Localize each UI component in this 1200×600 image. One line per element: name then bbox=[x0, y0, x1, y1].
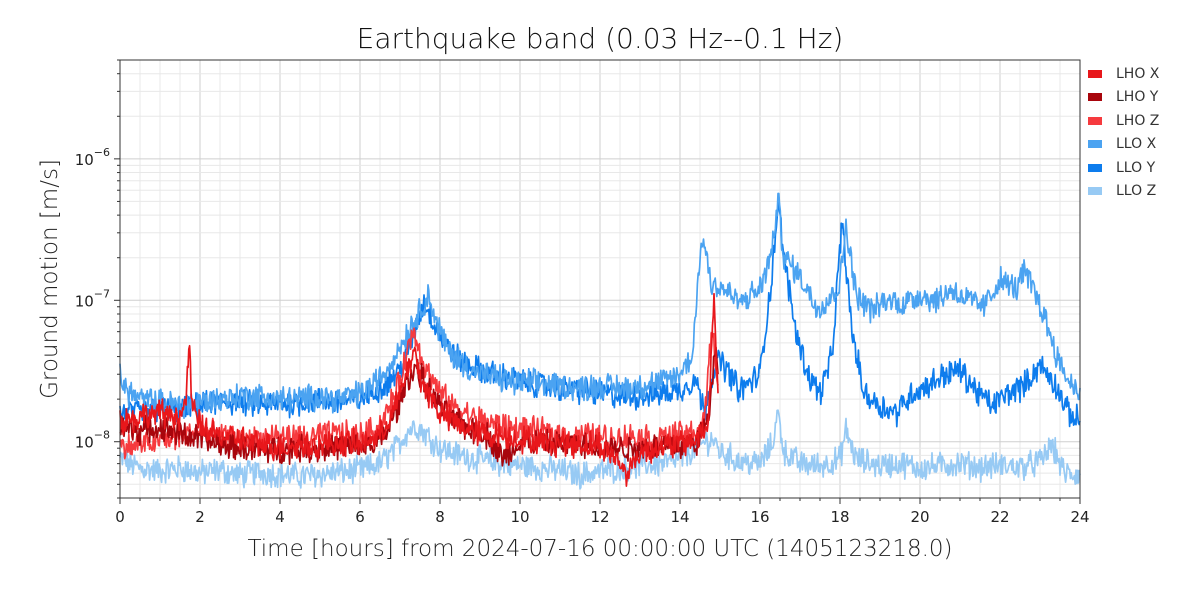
x-tick-label: 2 bbox=[195, 508, 205, 526]
legend-swatch bbox=[1088, 140, 1102, 149]
legend-item: LHO X bbox=[1088, 62, 1159, 86]
x-tick-label: 12 bbox=[590, 508, 609, 526]
x-tick-label: 6 bbox=[355, 508, 365, 526]
x-tick-label: 22 bbox=[990, 508, 1009, 526]
legend-item: LHO Z bbox=[1088, 109, 1159, 133]
series-line-lho-x bbox=[119, 292, 719, 487]
series-lines bbox=[119, 192, 1081, 490]
legend-item: LLO X bbox=[1088, 133, 1159, 157]
legend-swatch bbox=[1088, 93, 1102, 102]
x-tick-label: 0 bbox=[115, 508, 125, 526]
x-tick-label: 20 bbox=[910, 508, 929, 526]
legend-label: LHO Z bbox=[1116, 112, 1160, 129]
legend-swatch bbox=[1088, 116, 1102, 125]
legend-label: LHO Y bbox=[1116, 89, 1159, 106]
series-line-lho-y bbox=[119, 346, 719, 467]
x-tick-label: 8 bbox=[435, 508, 445, 526]
legend-item: LHO Y bbox=[1088, 86, 1159, 110]
y-axis-label: Ground motion [m/s] bbox=[37, 159, 63, 399]
x-tick-label: 18 bbox=[830, 508, 849, 526]
legend-label: LHO X bbox=[1116, 65, 1160, 82]
y-tick-label: 10−6 bbox=[75, 146, 110, 169]
y-tick-label: 10−7 bbox=[75, 287, 110, 310]
legend-item: LLO Z bbox=[1088, 180, 1159, 204]
x-tick-label: 10 bbox=[510, 508, 529, 526]
legend-item: LLO Y bbox=[1088, 156, 1159, 180]
chart-title: Earthquake band (0.03 Hz--0.1 Hz) bbox=[356, 22, 844, 55]
legend-swatch bbox=[1088, 187, 1102, 196]
x-tick-label: 4 bbox=[275, 508, 285, 526]
legend-swatch bbox=[1088, 163, 1102, 172]
legend-label: LLO Z bbox=[1116, 183, 1157, 200]
x-axis-label: Time [hours] from 2024-07-16 00:00:00 UT… bbox=[247, 536, 952, 562]
series-line-llo-z bbox=[119, 409, 1081, 490]
x-tick-label: 24 bbox=[1070, 508, 1089, 526]
y-tick-label: 10−8 bbox=[75, 429, 110, 452]
x-tick-label: 16 bbox=[750, 508, 769, 526]
legend: LHO X LHO Y LHO Z LLO X LLO Y LLO Z bbox=[1088, 62, 1159, 203]
series-line-llo-x bbox=[119, 192, 1081, 420]
legend-swatch bbox=[1088, 69, 1102, 78]
x-tick-label: 14 bbox=[670, 508, 689, 526]
legend-label: LLO X bbox=[1116, 136, 1157, 153]
legend-label: LLO Y bbox=[1116, 159, 1156, 176]
